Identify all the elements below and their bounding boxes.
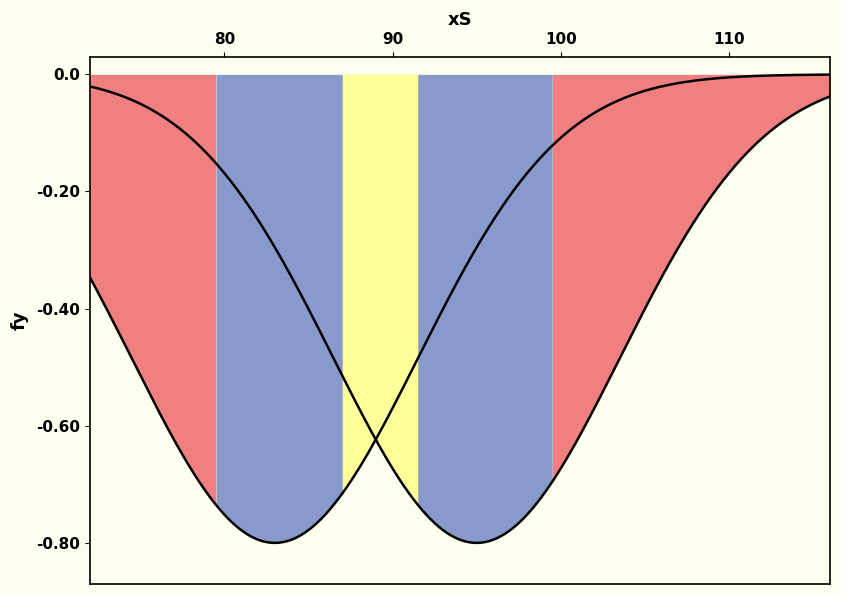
Y-axis label: fy: fy	[11, 311, 29, 330]
X-axis label: xS: xS	[447, 11, 472, 29]
